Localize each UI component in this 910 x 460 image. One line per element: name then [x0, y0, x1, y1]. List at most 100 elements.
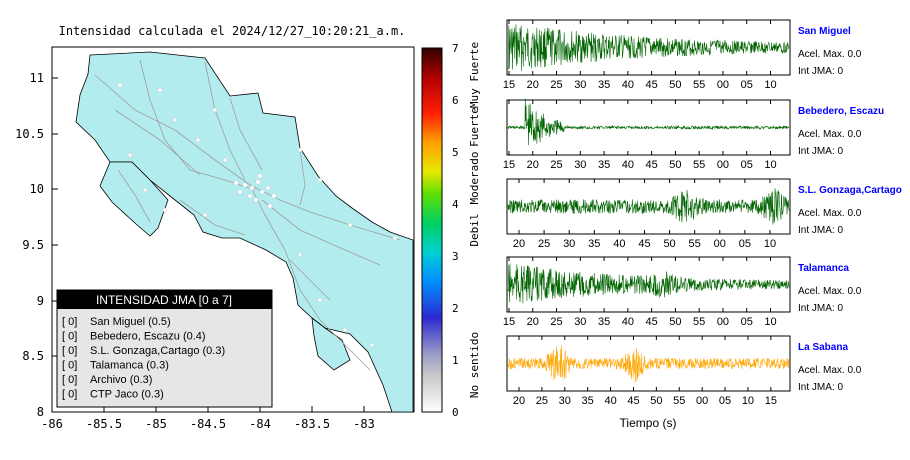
map-y-axis: 11 10.5 10 9.5 9 8.5 8 — [15, 71, 58, 419]
map-x-tick-label: -83.5 — [294, 417, 330, 431]
station-int-jma: Int JMA: 0 — [798, 225, 843, 236]
station-acel-max: Acel. Max. 0.0 — [798, 208, 862, 219]
colorbar-label: Moderado — [468, 152, 481, 205]
waveform-panel: 15 20 25 30 35 40 45 50 55 00 05 10 San Miguel Acel. … — [503, 19, 862, 91]
waveform-x-tick-label: 20 — [513, 395, 525, 407]
waveform-x-tick-label: 20 — [527, 159, 539, 171]
waveform-x-tick-label: 00 — [717, 159, 729, 171]
waveform-x-tick-label: 00 — [717, 79, 729, 91]
legend-item-label: S.L. Gonzaga,Cartago (0.3) — [90, 345, 225, 357]
station-name: La Sabana — [798, 342, 848, 353]
map-y-tick-label: 11 — [30, 71, 44, 85]
waveform-x-tick-label: 00 — [714, 238, 726, 250]
waveform-x-tick-label: 45 — [638, 238, 650, 250]
legend-item-code: [ 0] — [62, 360, 77, 372]
waveform-x-tick-label: 40 — [622, 316, 634, 328]
map-x-tick-label: -86 — [41, 417, 63, 431]
map-nicoya — [99, 161, 169, 237]
waveform-x-tick-label: 25 — [550, 79, 562, 91]
map-osa — [311, 317, 351, 371]
waveform-x-tick-label: 35 — [582, 395, 594, 407]
waveform-x-tick-label: 15 — [503, 79, 515, 91]
legend-item-code: [ 0] — [62, 331, 77, 343]
x-axis-label: Tiempo (s) — [620, 416, 677, 430]
waveform-trace — [507, 345, 790, 383]
waveform-x-tick-label: 10 — [764, 79, 776, 91]
waveform-trace — [507, 188, 790, 225]
colorbar-tick-label: 7 — [452, 42, 459, 55]
waveform-x-tick-label: 30 — [574, 79, 586, 91]
waveform-trace — [507, 98, 790, 146]
waveform-x-tick-label: 15 — [503, 159, 515, 171]
waveform-x-tick-label: 05 — [741, 79, 753, 91]
waveform-panel: 15 20 25 30 35 40 45 50 55 00 05 10 Bebedero, Escazu… — [503, 98, 884, 171]
waveform-x-tick-label: 45 — [627, 395, 639, 407]
waveform-x-tick-label: 50 — [650, 395, 662, 407]
waveform-x-tick-label: 20 — [527, 79, 539, 91]
colorbar-label: No sentido — [468, 332, 481, 398]
legend-header-bg — [57, 290, 272, 309]
waveform-x-tick-label: 40 — [604, 395, 616, 407]
intensity-legend: INTENSIDAD JMA [0 a 7] [ 0] San Miguel (0… — [56, 289, 273, 408]
map-x-tick-label: -85 — [145, 417, 167, 431]
map-y-tick-label: 9.5 — [22, 238, 44, 252]
map-stations — [117, 82, 398, 348]
waveform-x-tick-label: 10 — [764, 238, 776, 250]
waveform-x-tick-label: 15 — [503, 316, 515, 328]
station-int-jma: Int JMA: 0 — [798, 303, 843, 314]
colorbar-label: Debil — [468, 213, 481, 246]
map-y-tick-label: 10.5 — [15, 127, 44, 141]
waveform-panel: 20 25 30 35 40 45 50 55 00 05 10 15 La Sabana Acel. M… — [506, 335, 862, 407]
waveform-x-tick-label: 00 — [717, 316, 729, 328]
waveform-trace — [507, 263, 790, 304]
map-x-tick-label: -84.5 — [190, 417, 226, 431]
waveform-x-tick-label: 55 — [689, 238, 701, 250]
station-name: Bebedero, Escazu — [798, 106, 884, 117]
waveform-x-tick-label: 35 — [598, 316, 610, 328]
waveform-panel: 15 20 25 30 35 40 45 50 55 00 05 10 Talamanca Acel. M… — [503, 256, 862, 328]
waveform-x-tick-label: 35 — [598, 79, 610, 91]
map-title: Intensidad calculada el 2024/12/27_10:20… — [59, 24, 406, 38]
legend-item-code: [ 0] — [62, 345, 77, 357]
waveform-x-tick-label: 55 — [693, 316, 705, 328]
waveform-panels: 15 20 25 30 35 40 45 50 55 00 05 10 San Miguel Acel. … — [503, 19, 902, 407]
waveform-x-tick-label: 45 — [646, 159, 658, 171]
waveform-x-tick-label: 55 — [673, 395, 685, 407]
waveform-x-tick-label: 40 — [613, 238, 625, 250]
waveform-x-tick-label: 30 — [574, 159, 586, 171]
station-acel-max: Acel. Max. 0.0 — [798, 49, 862, 60]
map-y-tick-label: 10 — [30, 182, 44, 196]
waveform-panel: 20 25 30 35 40 45 50 55 00 05 10 S.L. Gonzaga,Carta… — [506, 178, 902, 250]
waveform-x-tick-label: 55 — [693, 159, 705, 171]
waveform-x-tick-label: 05 — [739, 238, 751, 250]
waveform-x-tick-label: 45 — [646, 316, 658, 328]
station-acel-max: Acel. Max. 0.0 — [798, 129, 862, 140]
waveform-x-tick-label: 50 — [669, 159, 681, 171]
station-acel-max: Acel. Max. 0.0 — [798, 365, 862, 376]
waveform-x-tick-label: 40 — [622, 159, 634, 171]
legend-item-label: Archivo (0.3) — [90, 374, 152, 386]
colorbar-tick-label: 5 — [452, 146, 459, 159]
waveform-x-tick-label: 20 — [513, 238, 525, 250]
waveform-x-tick-label: 35 — [588, 238, 600, 250]
station-acel-max: Acel. Max. 0.0 — [798, 286, 862, 297]
map-x-tick-label: -84 — [249, 417, 271, 431]
colorbar-scale — [421, 47, 443, 413]
waveform-x-tick-label: 20 — [527, 316, 539, 328]
waveform-x-tick-label: 25 — [536, 395, 548, 407]
legend-item-label: Talamanca (0.3) — [90, 360, 169, 372]
map-x-tick-label: -85.5 — [86, 417, 122, 431]
waveform-x-tick-label: 30 — [559, 395, 571, 407]
legend-header: INTENSIDAD JMA [0 a 7] — [96, 293, 232, 307]
map-y-tick-label: 8.5 — [22, 349, 44, 363]
waveform-x-tick-label: 25 — [550, 159, 562, 171]
colorbar-tick-label: 0 — [452, 406, 459, 419]
colorbar-label: Muy Fuerte — [468, 42, 481, 108]
waveform-x-tick-label: 10 — [764, 316, 776, 328]
colorbar-tick-label: 3 — [452, 250, 459, 263]
colorbar-label: Fuerte — [468, 107, 481, 147]
station-int-jma: Int JMA: 0 — [798, 382, 843, 393]
